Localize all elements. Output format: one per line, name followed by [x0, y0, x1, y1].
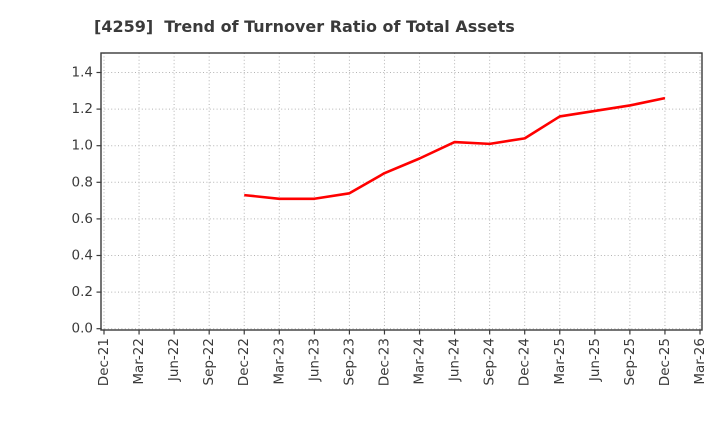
svg-text:1.2: 1.2 — [72, 101, 93, 117]
svg-text:1.0: 1.0 — [72, 138, 93, 154]
svg-text:Dec-25: Dec-25 — [657, 338, 673, 386]
y-axis-tick-labels: 0.0 0.2 0.4 0.6 0.8 1.0 1.2 1.4 — [72, 65, 93, 337]
svg-text:Mar-24: Mar-24 — [412, 338, 428, 385]
svg-text:Dec-23: Dec-23 — [376, 338, 392, 386]
svg-text:Sep-24: Sep-24 — [482, 338, 498, 386]
svg-text:Mar-26: Mar-26 — [692, 338, 708, 385]
svg-text:Jun-25: Jun-25 — [587, 338, 603, 382]
svg-text:Sep-25: Sep-25 — [622, 338, 638, 386]
gridlines — [101, 53, 702, 330]
svg-text:Dec-22: Dec-22 — [236, 338, 252, 386]
svg-text:0.0: 0.0 — [72, 321, 93, 337]
svg-text:Mar-23: Mar-23 — [271, 338, 287, 385]
svg-text:0.2: 0.2 — [72, 284, 93, 300]
svg-text:0.4: 0.4 — [72, 248, 93, 264]
svg-text:Jun-24: Jun-24 — [447, 338, 463, 382]
svg-text:1.4: 1.4 — [72, 65, 93, 81]
axis-spines — [100, 52, 703, 331]
svg-text:0.8: 0.8 — [72, 174, 93, 190]
series-line — [244, 96, 666, 201]
chart-title: [4259] Trend of Turnover Ratio of Total … — [94, 17, 515, 36]
x-axis-tick-labels: Dec-21 Mar-22 Jun-22 Sep-22 Dec-22 Mar-23 Jun-… — [96, 338, 708, 386]
svg-text:Mar-22: Mar-22 — [131, 338, 147, 385]
svg-text:Sep-22: Sep-22 — [201, 338, 217, 386]
svg-text:0.6: 0.6 — [72, 211, 93, 227]
svg-text:Dec-21: Dec-21 — [96, 338, 112, 386]
tick-marks — [96, 71, 701, 335]
svg-text:Jun-23: Jun-23 — [306, 338, 322, 382]
svg-text:Mar-25: Mar-25 — [552, 338, 568, 385]
svg-text:Jun-22: Jun-22 — [166, 338, 182, 382]
svg-text:Sep-23: Sep-23 — [341, 338, 357, 386]
svg-text:Dec-24: Dec-24 — [517, 338, 533, 386]
